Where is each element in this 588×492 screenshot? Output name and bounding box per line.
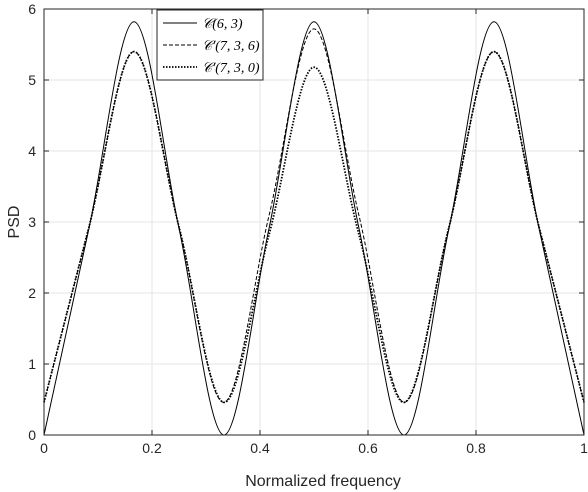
x-tick-label: 0.6: [358, 440, 378, 456]
tick-labels: 0 0.2 0.4 0.6 0.8 1 0 1 2 3 4 5 6: [28, 1, 588, 456]
series-line-1: [43, 28, 585, 403]
x-tick-label: 0.4: [250, 440, 270, 456]
legend-label-0: 𝒞(6, 3): [202, 17, 243, 32]
legend-label-1: 𝒞′(7, 3, 6): [202, 39, 260, 54]
y-axis-label: PSD: [6, 206, 23, 239]
legend: 𝒞(6, 3) 𝒞′(7, 3, 6) 𝒞′(7, 3, 0): [156, 9, 264, 81]
legend-label-2: 𝒞′(7, 3, 0): [202, 61, 260, 76]
x-tick-label: 0.2: [142, 440, 162, 456]
y-tick-label: 5: [28, 72, 36, 88]
legend-box: [156, 9, 264, 81]
grid: [43, 8, 585, 436]
y-tick-label: 6: [28, 1, 36, 17]
y-tick-label: 1: [28, 356, 36, 372]
series-layer: [43, 21, 585, 436]
x-tick-label: 0.8: [466, 440, 486, 456]
series-line-2: [43, 50, 585, 404]
y-tick-label: 2: [28, 285, 36, 301]
axes: [43, 8, 585, 436]
plot-frame: [43, 8, 585, 436]
x-tick-label: 0: [40, 440, 48, 456]
x-tick-label: 1: [580, 440, 588, 456]
y-tick-label: 4: [28, 143, 36, 159]
x-axis-label: Normalized frequency: [245, 473, 401, 490]
series-line-0: [43, 21, 585, 436]
y-tick-label: 3: [28, 214, 36, 230]
y-tick-label: 0: [28, 427, 36, 443]
